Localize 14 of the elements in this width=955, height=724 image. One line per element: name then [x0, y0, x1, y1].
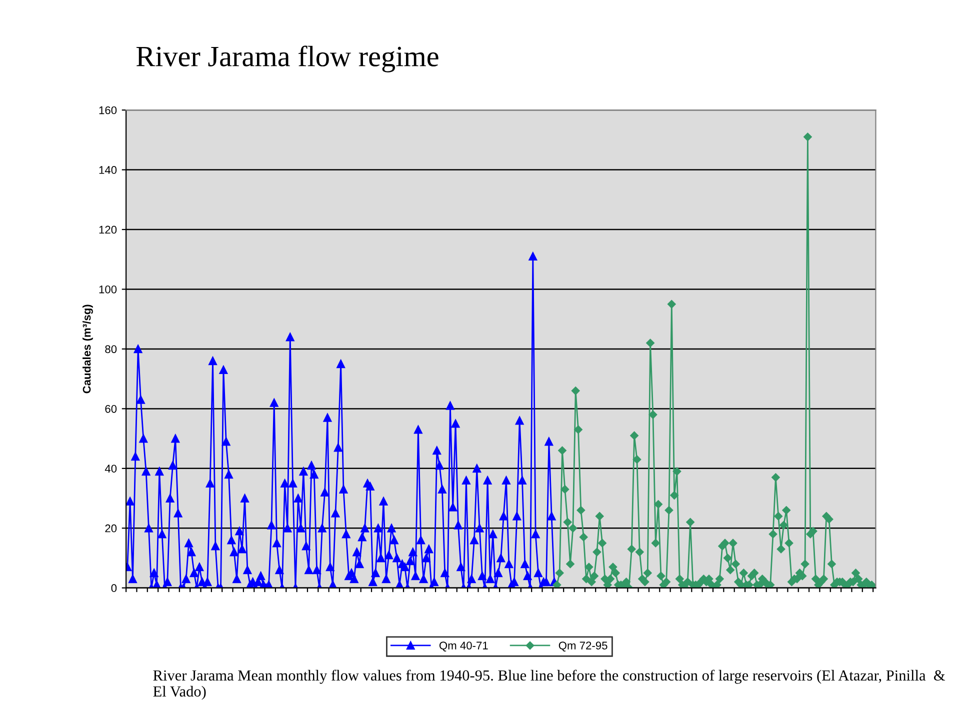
y-tick-label: 120: [99, 226, 117, 234]
y-axis-title: Caudales (m³/sg): [82, 304, 93, 394]
y-tick-label: 60: [105, 404, 117, 413]
y-tick-label: 100: [99, 286, 117, 294]
legend-label: Qm 72-95: [558, 642, 608, 652]
y-tick-label: 20: [105, 524, 117, 532]
y-tick-label: 0: [111, 584, 117, 592]
y-tick-label: 160: [99, 106, 117, 114]
chart-title: River Jarama flow regime: [136, 46, 438, 72]
y-tick-label: 80: [105, 345, 117, 354]
legend-label: Qm 40-71: [439, 642, 488, 652]
text: River Jarama Mean monthly flow values from 1940-95. Blue line before the construction of large reservoirs (El Atazar, Pinilla & El Vado): [153, 670, 946, 700]
y-tick-label: 140: [99, 166, 117, 174]
y-tick-label: 40: [104, 464, 117, 473]
